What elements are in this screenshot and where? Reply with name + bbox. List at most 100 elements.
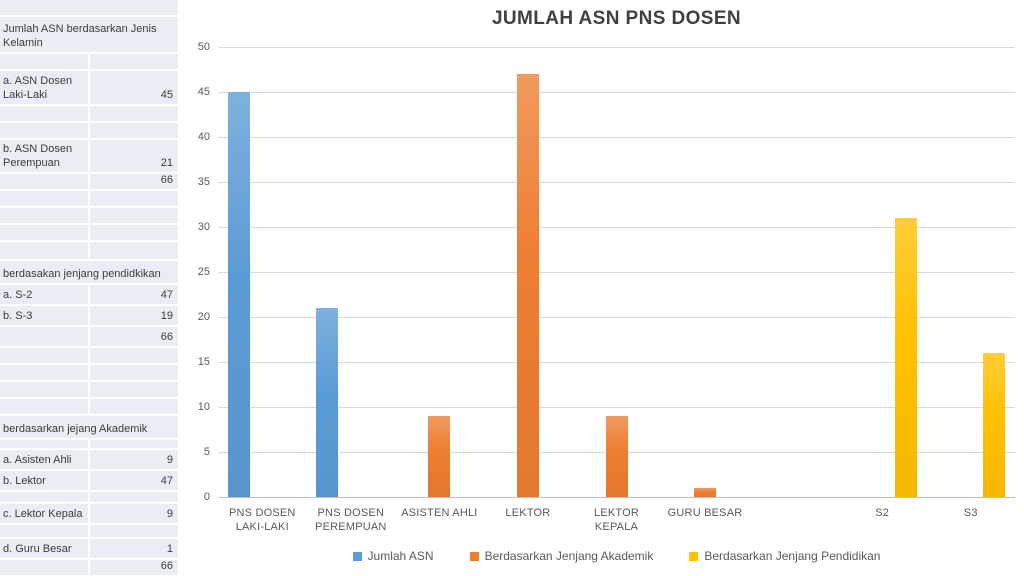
legend-item-jumlah-asn[interactable]: Jumlah ASN (352, 549, 434, 563)
gridline (218, 362, 1015, 363)
table-cell-label[interactable] (0, 399, 90, 414)
table-cell-label[interactable] (0, 525, 90, 537)
table-cell-value[interactable]: 19 (160, 309, 173, 322)
bar-asisten-ahli[interactable] (428, 416, 451, 497)
table-row (0, 348, 178, 365)
table-cell-value[interactable] (90, 123, 178, 138)
table-cell-value[interactable]: 47 (160, 474, 173, 487)
table-cell-value[interactable]: 21 (160, 156, 173, 169)
table-cell-label[interactable] (0, 492, 90, 502)
table-cell-value[interactable] (90, 225, 178, 240)
table-cell-value[interactable] (90, 492, 178, 502)
table-cell-label[interactable] (0, 123, 90, 138)
bar-pns-dosen-laki-laki[interactable] (227, 92, 250, 497)
table-cell-label[interactable] (0, 208, 90, 223)
table-cell-value[interactable] (90, 208, 178, 223)
table-row: b. ASN Dosen Perempuan 21 (0, 140, 178, 174)
table-cell-label[interactable]: d. Guru Besar (0, 539, 90, 558)
bar-lektor-kepala[interactable] (605, 416, 628, 497)
table-cell-value[interactable]: 45 (160, 88, 173, 101)
table-cell-value[interactable]: 66 (160, 174, 173, 186)
bar-fill-gradient (516, 74, 539, 497)
bar-fill-gradient (605, 416, 628, 497)
bar-s2[interactable] (894, 218, 917, 497)
table-cell-label[interactable]: berdasakan jenjang pendidkikan (3, 267, 161, 280)
y-axis-tick-label: 45 (197, 86, 210, 98)
table-cell-label[interactable] (0, 560, 90, 575)
table-cell-label[interactable] (0, 327, 90, 346)
x-axis-category-label: LEKTOR KEPALA (593, 507, 639, 533)
table-cell-value[interactable] (90, 54, 178, 69)
table-cell-label[interactable] (0, 0, 178, 15)
table-cell-value[interactable] (90, 242, 178, 259)
bar-guru-besar[interactable] (694, 488, 717, 497)
table-cell-value[interactable]: 9 (166, 453, 173, 466)
y-axis-tick-label: 50 (197, 41, 210, 53)
table-row: berdasakan jenjang pendidkikan (0, 261, 178, 285)
gridline (218, 47, 1015, 48)
table-cell-value[interactable] (90, 525, 178, 537)
gridline (218, 182, 1015, 183)
table-cell-label[interactable]: berdasarkan jejang Akademik (3, 422, 148, 435)
table-cell-label[interactable] (0, 242, 90, 259)
legend-item-berdasarkan-jenjang-pendidikan[interactable]: Berdasarkan Jenjang Pendidikan (689, 549, 880, 563)
table-cell-label[interactable]: b. S-3 (0, 306, 90, 325)
table-cell-value[interactable]: 66 (160, 330, 173, 343)
bar-lektor[interactable] (516, 74, 539, 497)
chart-area[interactable]: JUMLAH ASN PNS DOSEN 0 5 10 15 20 25 30 35 40 45 5… (178, 0, 1024, 576)
chart-title[interactable]: JUMLAH ASN PNS DOSEN (491, 8, 742, 29)
table-cell-label[interactable]: a. Asisten Ahli (0, 450, 90, 469)
spreadsheet-table: Jumlah ASN berdasarkan Jenis Kelamin a. A… (0, 0, 178, 576)
table-cell-label[interactable] (0, 54, 90, 69)
table-row (0, 365, 178, 382)
table-cell-value[interactable] (90, 382, 178, 397)
bar-s3[interactable] (983, 353, 1006, 497)
table-cell-label[interactable] (0, 348, 90, 363)
table-cell-label[interactable] (0, 225, 90, 240)
bar-fill-gradient (316, 308, 339, 497)
table-row (0, 440, 178, 450)
x-axis-category-label: PNS DOSEN LAKI-LAKI (228, 507, 296, 533)
table-cell-value[interactable] (90, 440, 178, 448)
table-cell-value[interactable]: 9 (166, 507, 173, 520)
table-cell-label[interactable]: c. Lektor Kepala (0, 504, 90, 523)
table-cell-label[interactable] (0, 174, 90, 189)
table-cell-label[interactable]: b. ASN Dosen Perempuan (0, 140, 90, 172)
table-cell-label[interactable] (0, 382, 90, 397)
table-cell-label[interactable] (0, 106, 90, 121)
table-cell-value[interactable]: 47 (160, 288, 173, 301)
x-axis-category-label: S2 (875, 507, 890, 519)
table-cell-label[interactable]: b. Lektor (0, 471, 90, 490)
table-cell-label[interactable] (0, 365, 90, 380)
table-cell-value[interactable] (90, 365, 178, 380)
legend-item-berdasarkan-jenjang-akademik[interactable]: Berdasarkan Jenjang Akademik (469, 549, 653, 563)
legend-color-swatch (689, 551, 699, 561)
table-cell-label[interactable] (0, 440, 90, 448)
bar-fill-gradient (894, 218, 917, 497)
table-row (0, 525, 178, 539)
table-cell-value[interactable]: 1 (166, 542, 173, 555)
table-cell-value[interactable] (90, 191, 178, 206)
table-cell-label[interactable]: Jumlah ASN berdasarkan Jenis Kelamin (3, 22, 157, 49)
gridline (218, 227, 1015, 228)
table-cell-label[interactable]: a. ASN Dosen Laki-Laki (0, 71, 90, 104)
gridline (218, 317, 1015, 318)
table-row (0, 225, 178, 242)
table-cell-value[interactable] (90, 106, 178, 121)
table-row (0, 106, 178, 123)
y-axis-tick-label: 40 (197, 131, 210, 143)
x-axis-category-label: ASISTEN AHLI (401, 507, 478, 519)
table-cell-value[interactable]: 66 (160, 560, 173, 572)
table-row (0, 54, 178, 71)
table-row (0, 382, 178, 399)
table-row: a. S-2 47 (0, 285, 178, 306)
table-cell-value[interactable] (90, 348, 178, 363)
table-cell-label[interactable]: a. S-2 (0, 285, 90, 304)
table-cell-value[interactable] (90, 399, 178, 414)
bar-pns-dosen-perempuan[interactable] (316, 308, 339, 497)
x-axis-category-label: LEKTOR (505, 507, 551, 519)
bar-fill-gradient (694, 488, 717, 497)
table-row (0, 492, 178, 504)
table-cell-label[interactable] (0, 191, 90, 206)
table-row: a. ASN Dosen Laki-Laki 45 (0, 71, 178, 106)
